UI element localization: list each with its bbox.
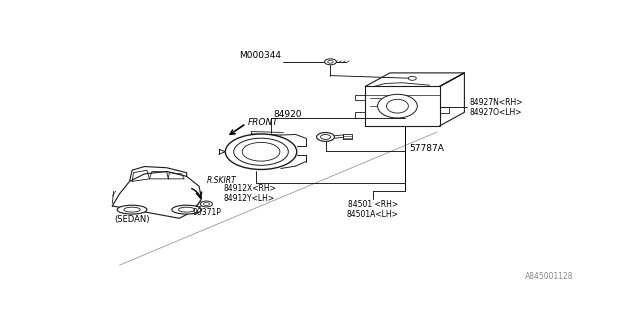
- Ellipse shape: [117, 205, 147, 214]
- Ellipse shape: [242, 142, 280, 161]
- Ellipse shape: [378, 94, 417, 118]
- Text: (SEDAN): (SEDAN): [115, 215, 150, 224]
- Text: M000344: M000344: [239, 51, 281, 60]
- Text: 57787A: 57787A: [409, 144, 444, 153]
- Ellipse shape: [225, 134, 297, 170]
- Text: 84927N<RH>
84927O<LH>: 84927N<RH> 84927O<LH>: [469, 98, 523, 117]
- Ellipse shape: [408, 76, 416, 80]
- Text: FRONT: FRONT: [248, 118, 278, 127]
- Ellipse shape: [321, 134, 330, 140]
- Text: 90371P: 90371P: [192, 208, 221, 217]
- Text: R.SKIRT: R.SKIRT: [207, 176, 236, 185]
- Ellipse shape: [200, 201, 212, 207]
- Ellipse shape: [204, 203, 209, 205]
- Ellipse shape: [172, 205, 202, 214]
- Ellipse shape: [324, 59, 337, 65]
- Ellipse shape: [328, 60, 333, 63]
- Ellipse shape: [234, 138, 288, 165]
- Ellipse shape: [387, 99, 408, 113]
- Text: A845001128: A845001128: [525, 272, 573, 281]
- Ellipse shape: [317, 132, 335, 141]
- Ellipse shape: [179, 207, 195, 212]
- Text: 84501 <RH>
84501A<LH>: 84501 <RH> 84501A<LH>: [347, 200, 399, 219]
- Text: 84912X<RH>
84912Y<LH>: 84912X<RH> 84912Y<LH>: [224, 184, 276, 203]
- Text: 84920: 84920: [273, 110, 302, 119]
- Ellipse shape: [124, 207, 140, 212]
